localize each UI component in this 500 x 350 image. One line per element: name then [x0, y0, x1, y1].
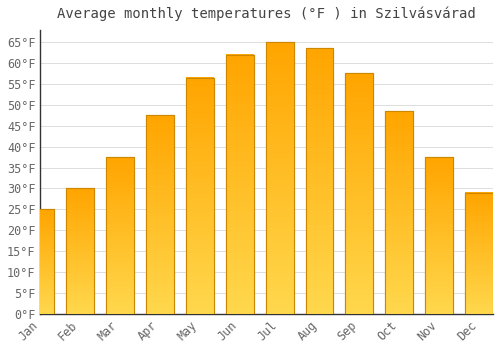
Bar [465, 193, 493, 314]
Bar [106, 157, 134, 314]
Bar [266, 42, 293, 314]
Bar [26, 209, 54, 314]
Bar [106, 157, 134, 314]
Bar [146, 115, 174, 314]
Bar [465, 193, 493, 314]
Bar [66, 188, 94, 314]
Bar [66, 188, 94, 314]
Bar [226, 55, 254, 314]
Bar [186, 78, 214, 314]
Bar [186, 78, 214, 314]
Bar [306, 48, 334, 314]
Bar [386, 111, 413, 314]
Bar [346, 74, 374, 314]
Bar [266, 42, 293, 314]
Bar [146, 115, 174, 314]
Bar [26, 209, 54, 314]
Title: Average monthly temperatures (°F ) in Szilvásvárad: Average monthly temperatures (°F ) in Sz… [58, 7, 476, 21]
Bar [425, 157, 453, 314]
Bar [386, 111, 413, 314]
Bar [226, 55, 254, 314]
Bar [346, 74, 374, 314]
Bar [306, 48, 334, 314]
Bar [425, 157, 453, 314]
